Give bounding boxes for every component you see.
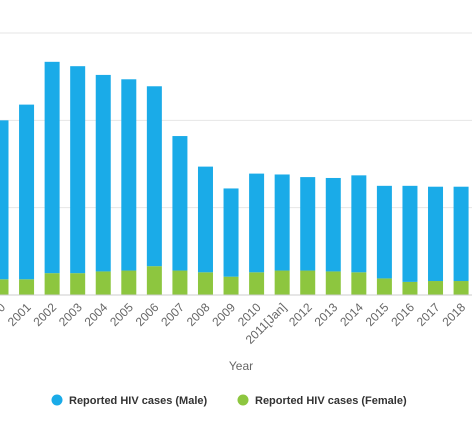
bar-male-2005[interactable] bbox=[121, 79, 137, 271]
bar-male-2003[interactable] bbox=[70, 66, 86, 274]
bar-female-2002[interactable] bbox=[44, 273, 60, 295]
bar-male-2002[interactable] bbox=[44, 61, 60, 274]
bar-male-2000[interactable] bbox=[0, 120, 9, 280]
bar-female-2012[interactable] bbox=[300, 270, 316, 295]
legend-label: Reported HIV cases (Male) bbox=[69, 395, 207, 407]
x-tick-label: 2014 bbox=[337, 300, 366, 329]
legend-marker bbox=[51, 394, 63, 406]
x-tick-label: 2015 bbox=[363, 300, 392, 329]
bar-male-2017[interactable] bbox=[428, 186, 444, 282]
bar-male-2008[interactable] bbox=[197, 166, 213, 273]
bar-male-2001[interactable] bbox=[19, 104, 35, 280]
bar-female-2010[interactable] bbox=[249, 272, 265, 295]
legend-label: Reported HIV cases (Female) bbox=[255, 395, 407, 407]
x-tick-label: 2013 bbox=[312, 300, 341, 329]
bar-female-2015[interactable] bbox=[376, 278, 392, 295]
x-tick-label: 2006 bbox=[133, 300, 162, 329]
x-tick-label: 2004 bbox=[82, 300, 111, 329]
bar-female-2017[interactable] bbox=[428, 281, 444, 295]
bar-female-2004[interactable] bbox=[95, 271, 111, 295]
x-tick-label: 2002 bbox=[30, 300, 59, 329]
bar-male-2018[interactable] bbox=[453, 186, 469, 282]
bar-male-2004[interactable] bbox=[95, 74, 111, 272]
bar-male-2011[Jan][interactable] bbox=[274, 174, 290, 271]
x-tick-label: 2001 bbox=[5, 300, 34, 329]
bar-female-2001[interactable] bbox=[19, 279, 35, 295]
bar-female-2005[interactable] bbox=[121, 270, 137, 295]
x-tick-label: 2000 bbox=[0, 300, 8, 329]
x-tick-label: 2007 bbox=[158, 300, 187, 329]
bar-female-2006[interactable] bbox=[146, 266, 162, 295]
bar-male-2009[interactable] bbox=[223, 188, 239, 277]
bars bbox=[0, 61, 469, 295]
bar-male-2006[interactable] bbox=[146, 86, 162, 267]
bar-female-2000[interactable] bbox=[0, 279, 9, 295]
legend-item-female[interactable]: Reported HIV cases (Female) bbox=[237, 394, 407, 408]
bar-male-2012[interactable] bbox=[300, 177, 316, 271]
bar-male-2016[interactable] bbox=[402, 185, 418, 282]
x-axis-title: Year bbox=[229, 359, 253, 373]
x-tick-label: 2005 bbox=[107, 300, 136, 329]
bar-female-2008[interactable] bbox=[197, 272, 213, 295]
x-tick-label: 2003 bbox=[56, 300, 85, 329]
bar-male-2014[interactable] bbox=[351, 175, 367, 273]
x-tick-labels: 2000200120022003200420052006200720082009… bbox=[0, 300, 468, 347]
bar-female-2018[interactable] bbox=[453, 281, 469, 295]
bar-male-2015[interactable] bbox=[376, 185, 392, 279]
x-tick-label: 2018 bbox=[439, 300, 468, 329]
x-tick-label: 2017 bbox=[414, 300, 443, 329]
legend-marker bbox=[237, 394, 249, 406]
bar-female-2016[interactable] bbox=[402, 281, 418, 295]
bar-female-2014[interactable] bbox=[351, 272, 367, 295]
x-tick-label: 2009 bbox=[209, 300, 238, 329]
bar-male-2007[interactable] bbox=[172, 136, 188, 271]
x-tick-label: 2012 bbox=[286, 300, 315, 329]
legend: Reported HIV cases (Male) Reported HIV ca… bbox=[51, 394, 407, 408]
x-tick-label: 2016 bbox=[388, 300, 417, 329]
x-tick-label: 2008 bbox=[184, 300, 213, 329]
bar-female-2007[interactable] bbox=[172, 270, 188, 295]
bar-female-2011[Jan][interactable] bbox=[274, 270, 290, 295]
bar-female-2003[interactable] bbox=[70, 273, 86, 295]
bar-female-2009[interactable] bbox=[223, 276, 239, 295]
bar-female-2013[interactable] bbox=[325, 271, 341, 295]
legend-item-male[interactable]: Reported HIV cases (Male) bbox=[51, 394, 208, 408]
bar-male-2010[interactable] bbox=[249, 173, 265, 273]
bar-male-2013[interactable] bbox=[325, 177, 341, 272]
